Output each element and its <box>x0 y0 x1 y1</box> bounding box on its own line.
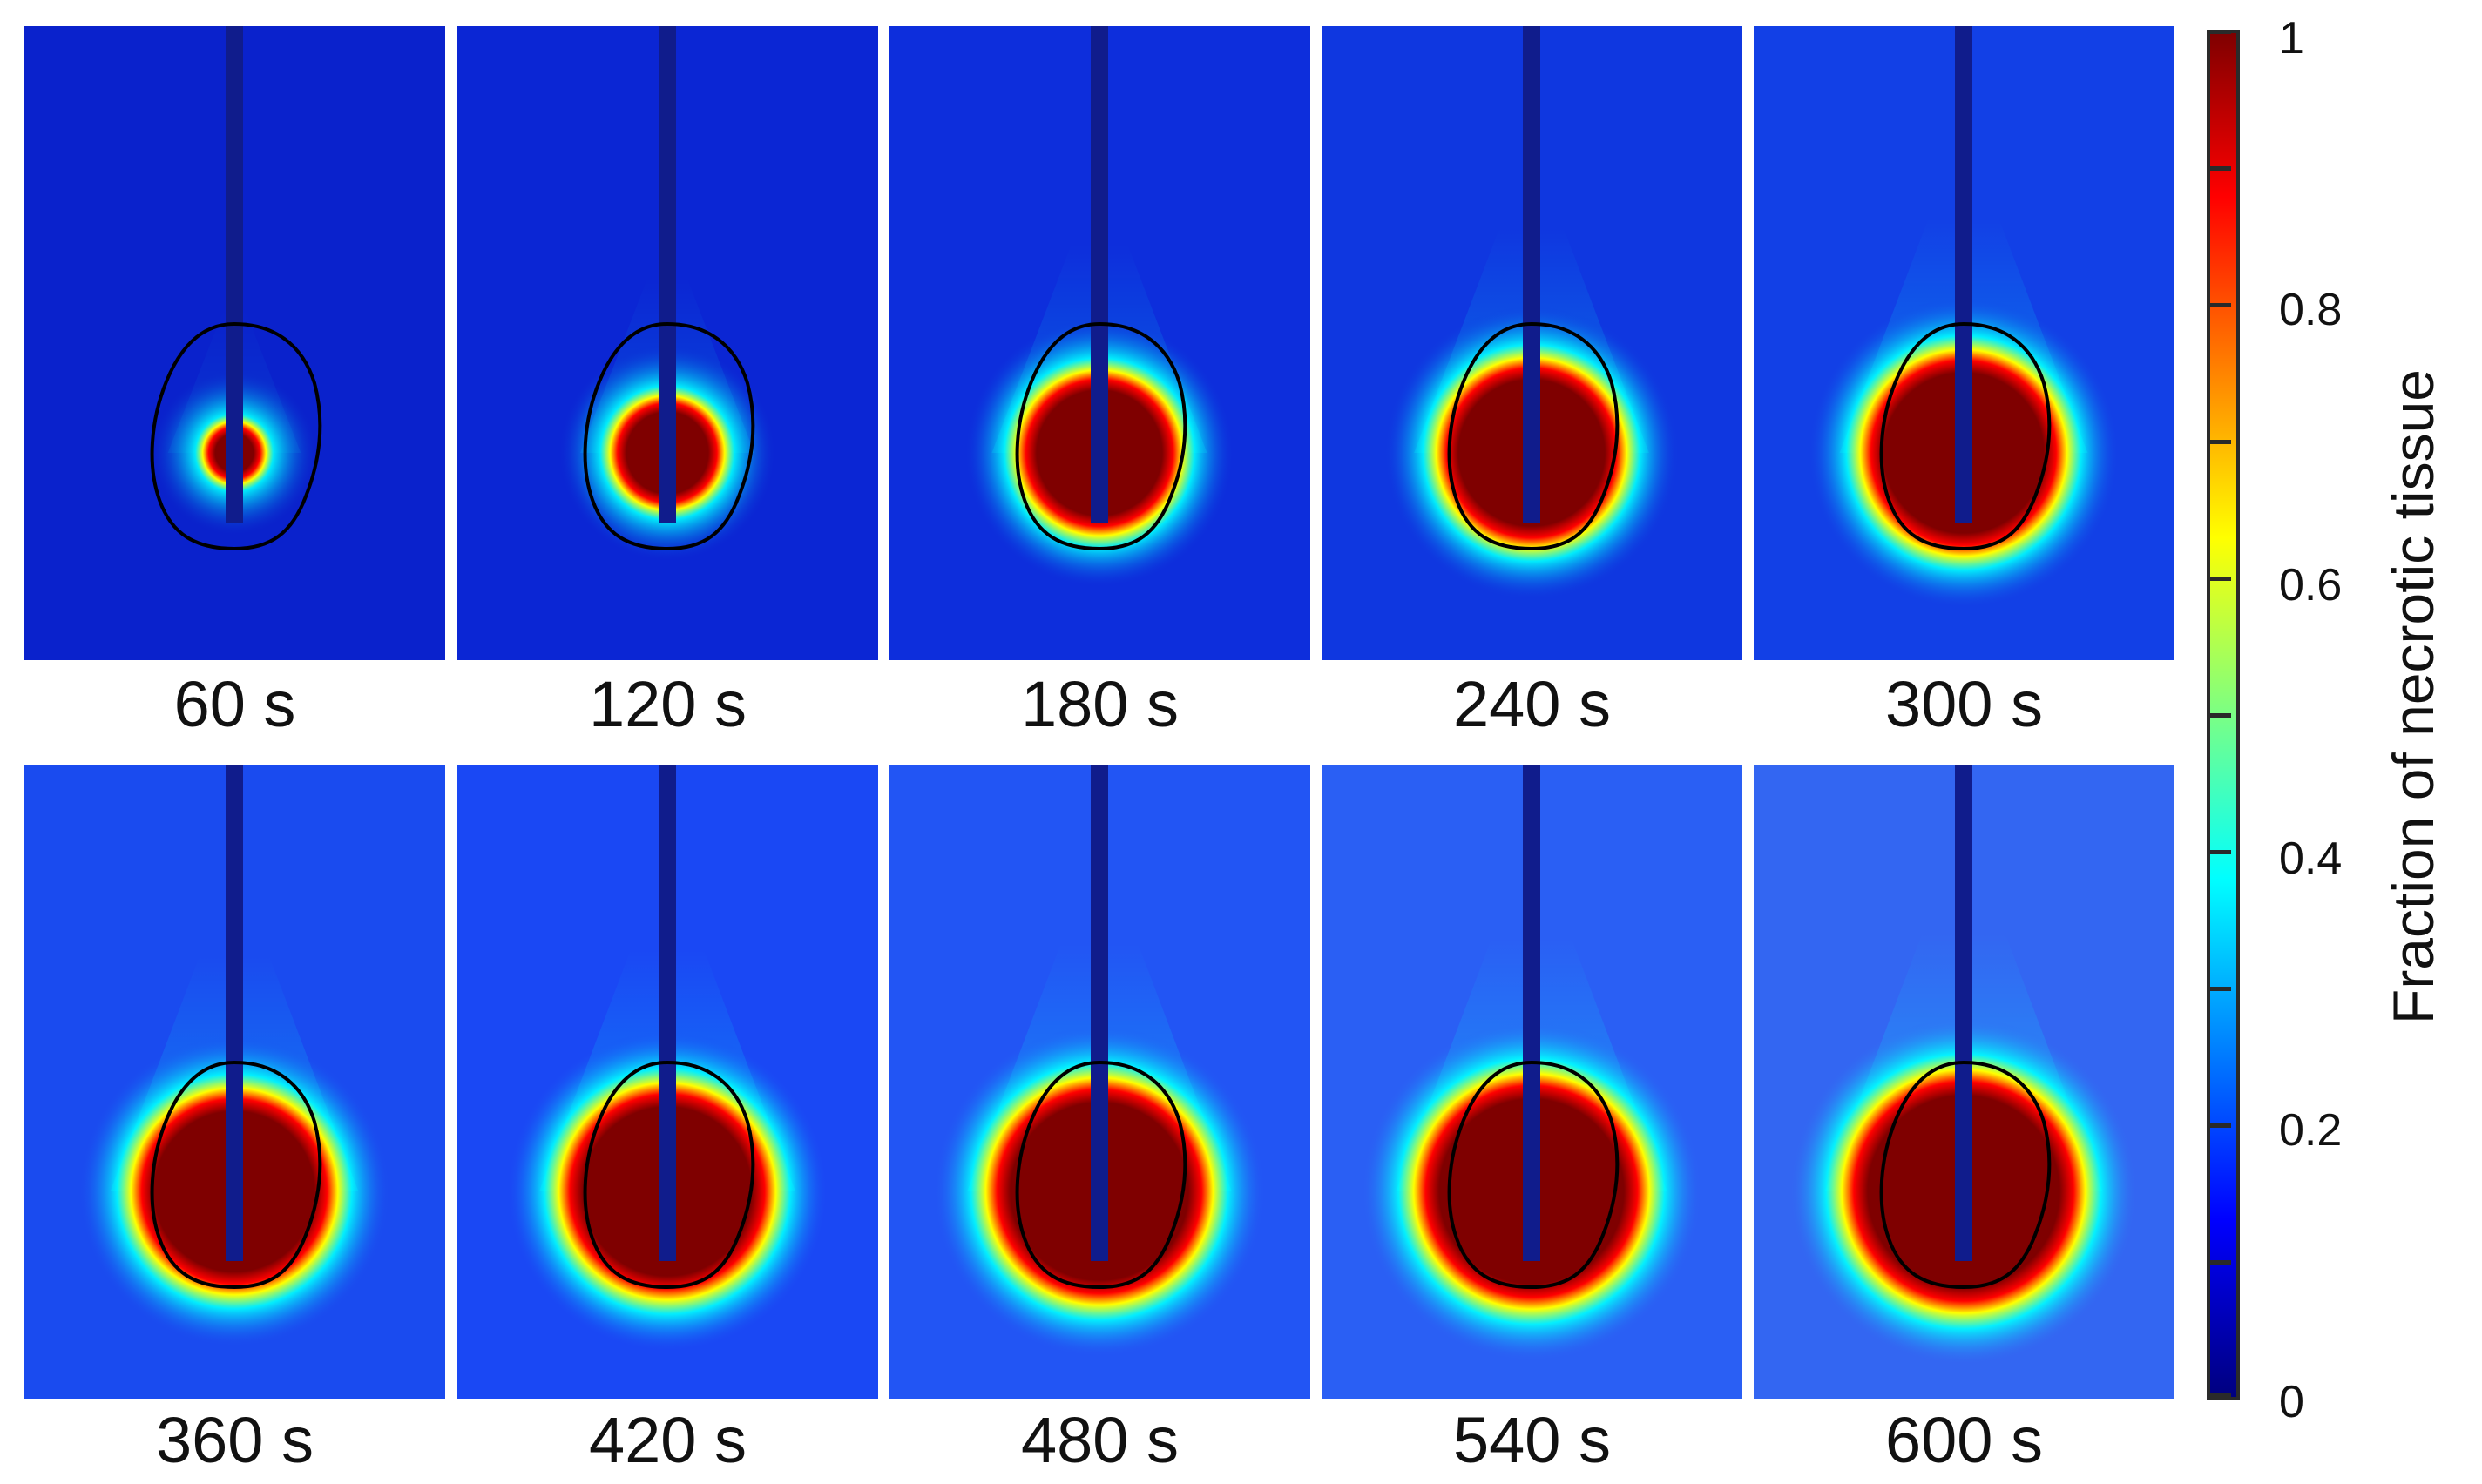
colorbar-tick <box>2208 1260 2231 1265</box>
experimental-contour <box>583 1060 755 1290</box>
colorbar-tick-label: 0.2 <box>2279 1105 2343 1156</box>
colorbar-tick-label: 0.6 <box>2279 560 2343 610</box>
colorbar-tick <box>2208 1123 2231 1128</box>
experimental-contour <box>1879 1060 2052 1290</box>
colorbar-tick-label: 0.8 <box>2279 285 2343 335</box>
colorbar-tick <box>2208 1393 2231 1398</box>
experimental-contour <box>1447 321 1620 551</box>
colorbar-tick <box>2208 303 2231 307</box>
colorbar-tick-label: 0.4 <box>2279 833 2343 884</box>
simulation-panel <box>24 26 445 660</box>
panel-time-label: 240 s <box>1452 668 1612 740</box>
colorbar-tick <box>2208 440 2231 444</box>
experimental-contour <box>583 321 755 551</box>
experimental-contour <box>1015 1060 1187 1290</box>
ablation-probe <box>1955 765 1972 1261</box>
colorbar-tick <box>2208 166 2231 171</box>
colorbar-tick <box>2208 713 2231 718</box>
simulation-panel <box>1322 26 1742 660</box>
panel-time-label: 360 s <box>155 1404 314 1476</box>
simulation-panel <box>457 26 878 660</box>
simulation-panel <box>457 765 878 1399</box>
panel-time-label: 480 s <box>1020 1404 1180 1476</box>
panel-time-label: 180 s <box>1020 668 1180 740</box>
panel-time-label: 600 s <box>1884 1404 2044 1476</box>
ablation-probe <box>659 765 676 1261</box>
simulation-panel <box>889 26 1310 660</box>
panel-time-label: 420 s <box>588 1404 747 1476</box>
ablation-probe <box>226 765 243 1261</box>
simulation-panel <box>24 765 445 1399</box>
colorbar-tick <box>2208 577 2231 581</box>
ablation-probe <box>1523 26 1540 523</box>
colorbar-tick <box>2208 987 2231 991</box>
ablation-probe <box>1091 765 1108 1261</box>
panel-time-label: 60 s <box>173 668 296 740</box>
experimental-contour <box>1015 321 1187 551</box>
experimental-contour <box>150 1060 322 1290</box>
simulation-panel <box>1754 26 2174 660</box>
colorbar-tick <box>2208 30 2231 34</box>
simulation-panel <box>1322 765 1742 1399</box>
ablation-probe <box>1091 26 1108 523</box>
panel-time-label: 300 s <box>1884 668 2044 740</box>
colorbar-title: Fraction of necrotic tissue <box>2381 369 2445 1024</box>
simulation-panel <box>1754 765 2174 1399</box>
colorbar-tick <box>2208 850 2231 854</box>
ablation-probe <box>1523 765 1540 1261</box>
experimental-contour <box>1447 1060 1620 1290</box>
ablation-probe <box>1955 26 1972 523</box>
colorbar-tick-label: 0 <box>2279 1377 2304 1427</box>
ablation-probe <box>659 26 676 523</box>
experimental-contour <box>1879 321 2052 551</box>
panel-time-label: 540 s <box>1452 1404 1612 1476</box>
ablation-probe <box>226 26 243 523</box>
colorbar-tick-label: 1 <box>2279 13 2304 64</box>
panel-time-label: 120 s <box>588 668 747 740</box>
experimental-contour <box>150 321 322 551</box>
simulation-panel <box>889 765 1310 1399</box>
